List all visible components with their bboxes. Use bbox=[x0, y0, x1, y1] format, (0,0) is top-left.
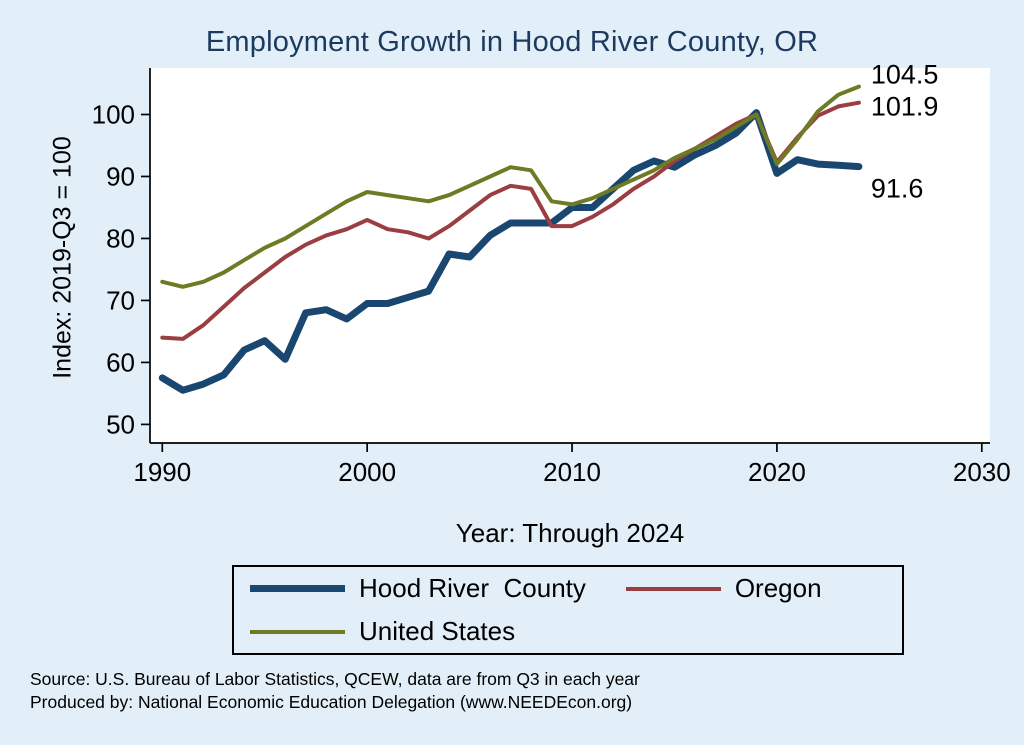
x-axis-title: Year: Through 2024 bbox=[455, 518, 685, 548]
legend-swatch-hood-river-county bbox=[250, 585, 345, 592]
series-line-united-states bbox=[160, 84, 861, 289]
y-tick-label: 100 bbox=[92, 99, 135, 129]
produced-by-line: Produced by: National Economic Education… bbox=[30, 692, 633, 712]
legend-label-oregon: Oregon bbox=[734, 573, 822, 603]
x-tick-label: 2000 bbox=[338, 457, 396, 487]
y-tick-label: 50 bbox=[106, 409, 135, 439]
plot-area bbox=[150, 68, 990, 443]
legend-swatch-united-states bbox=[250, 629, 345, 634]
y-tick-label: 80 bbox=[106, 223, 135, 253]
x-tick-label: 1990 bbox=[133, 457, 191, 487]
y-tick-label: 90 bbox=[106, 161, 135, 191]
legend-label-hood-river-county: Hood River County bbox=[359, 573, 586, 603]
y-tick-label: 70 bbox=[106, 285, 135, 315]
end-value-label: 101.9 bbox=[871, 92, 939, 122]
end-value-label: 91.6 bbox=[871, 174, 924, 204]
legend-label-united-states: United States bbox=[359, 616, 516, 646]
legend-entry-hood-river-county: Hood River County bbox=[244, 573, 620, 604]
x-tick-label: 2020 bbox=[748, 457, 806, 487]
source-line: Source: U.S. Bureau of Labor Statistics,… bbox=[30, 669, 640, 689]
series-line-hood-river-county bbox=[158, 109, 863, 394]
legend-entry-united-states: United States bbox=[244, 616, 620, 647]
chart-title: Employment Growth in Hood River County, … bbox=[205, 26, 819, 58]
legend: Hood River County Oregon United States bbox=[232, 565, 904, 655]
y-tick-label: 60 bbox=[106, 347, 135, 377]
x-tick-label: 2010 bbox=[543, 457, 601, 487]
end-value-label: 104.5 bbox=[871, 60, 939, 90]
x-tick-label: 2030 bbox=[953, 457, 1011, 487]
legend-entry-oregon: Oregon bbox=[620, 573, 892, 604]
source-block: Source: U.S. Bureau of Labor Statistics,… bbox=[30, 668, 640, 714]
legend-swatch-oregon bbox=[625, 586, 721, 591]
